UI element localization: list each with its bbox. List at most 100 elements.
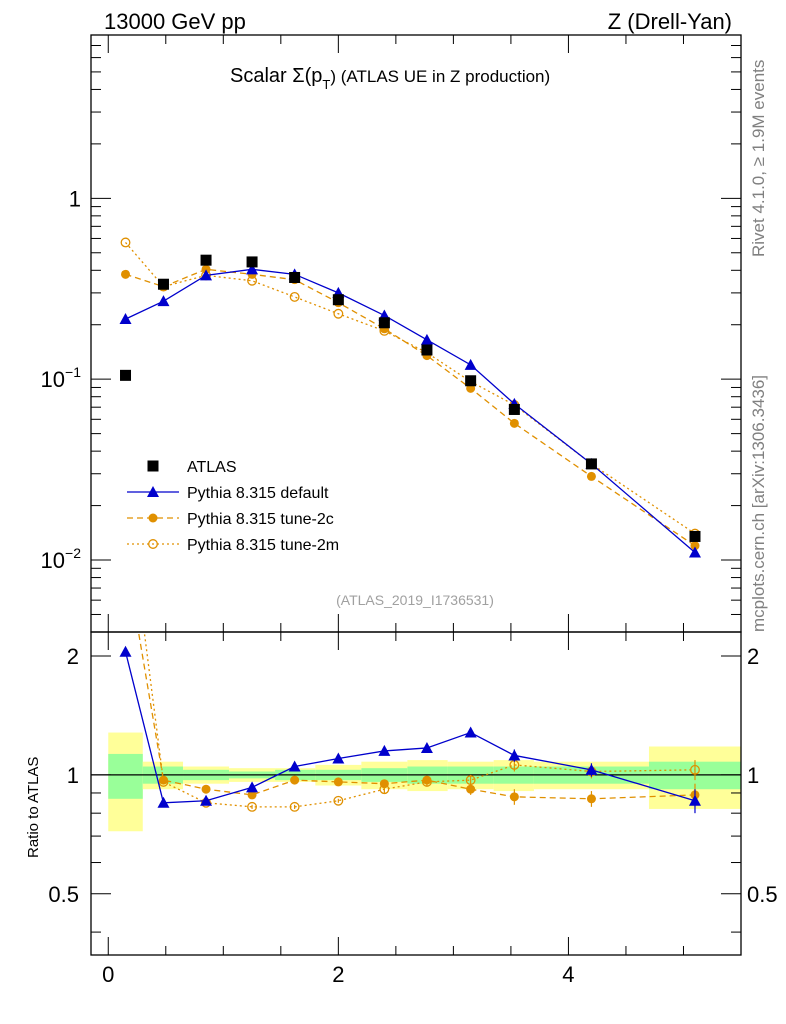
ratio-ylabel: Ratio to ATLAS	[25, 757, 42, 858]
rivet-label: Rivet 4.1.0, ≥ 1.9M events	[749, 60, 768, 257]
marker-circle	[422, 775, 432, 785]
ratio-line	[143, 632, 695, 808]
marker-open-circle	[333, 308, 344, 319]
marker-triangle	[464, 358, 477, 370]
series-line	[125, 242, 696, 535]
ratio-line	[124, 651, 696, 804]
y-tick-label-exp: −2	[65, 545, 81, 561]
marker-open-circle	[148, 539, 158, 549]
legend-item: ATLAS	[147, 459, 237, 476]
marker-circle	[466, 784, 476, 794]
ratio-plot	[119, 481, 701, 814]
marker-square	[332, 294, 344, 306]
legend-item: Pythia 8.315 default	[127, 485, 329, 502]
y-tick-label-exp: −1	[65, 364, 81, 380]
y-tick-label: 10−2	[41, 545, 82, 573]
marker-square	[465, 375, 477, 387]
marker-triangle	[585, 763, 598, 775]
marker-square	[246, 256, 258, 268]
marker-triangle	[420, 333, 433, 345]
marker-triangle	[288, 760, 301, 772]
legend-item: Pythia 8.315 tune-2c	[127, 511, 334, 528]
marker-triangle	[246, 781, 259, 793]
marker-triangle	[119, 313, 132, 325]
marker-circle	[121, 269, 131, 279]
marker-circle	[509, 792, 519, 802]
legend-label: ATLAS	[187, 459, 237, 476]
marker-triangle	[147, 486, 159, 497]
legend: ATLAS Pythia 8.315 default Pythia 8.315 tu…	[127, 459, 339, 554]
ratio-panel: 0 2 4 2 2 1 1 0.5 0.5	[48, 35, 778, 987]
marker-square	[289, 271, 301, 283]
marker-triangle	[508, 749, 521, 761]
legend-label: Pythia 8.315 tune-2m	[187, 537, 339, 554]
ratio-tick-label: 1	[67, 763, 79, 788]
header-left: 13000 GeV pp	[104, 9, 246, 34]
chart-title-prefix: Scalar Σ(p	[230, 65, 322, 87]
main-panel: 110−110−2	[41, 34, 742, 633]
x-tick-label: 4	[562, 962, 574, 987]
marker-square	[421, 344, 433, 356]
marker-triangle	[420, 741, 433, 753]
legend-label: Pythia 8.315 tune-2c	[187, 511, 334, 528]
ratio-tick-label: 2	[67, 644, 79, 669]
marker-triangle	[378, 744, 391, 756]
marker-triangle	[332, 752, 345, 764]
header-right: Z (Drell-Yan)	[608, 9, 732, 34]
marker-circle	[148, 513, 158, 523]
marker-triangle	[119, 645, 132, 657]
marker-triangle	[688, 546, 701, 558]
ratio-frame	[90, 631, 742, 956]
series-pythia-8-315-tune-2c	[121, 264, 700, 551]
marker-square	[200, 254, 212, 266]
marker-circle	[509, 418, 519, 428]
marker-circle	[158, 775, 168, 785]
ratio-ticks	[91, 655, 741, 933]
y-tick-label-base: 10	[41, 548, 65, 573]
marker-triangle	[200, 269, 213, 281]
marker-triangle	[688, 794, 701, 806]
ratio-series-pythia-8-315-tune-2c	[121, 551, 700, 807]
ratio-tick-label-right: 0.5	[747, 882, 778, 907]
marker-circle	[586, 794, 596, 804]
marker-triangle	[464, 726, 477, 738]
x-tick-label: 2	[332, 962, 344, 987]
marker-square	[147, 460, 159, 472]
marker-circle	[201, 264, 211, 274]
main-ticks	[91, 34, 741, 633]
marker-open-circle	[121, 481, 130, 490]
marker-open-circle	[247, 801, 258, 812]
marker-triangle	[157, 295, 170, 307]
chart-title-suffix: ) (ATLAS UE in Z production)	[330, 67, 550, 86]
band-inner	[108, 753, 143, 799]
marker-square	[585, 458, 597, 470]
series-line	[125, 268, 696, 547]
marker-circle	[121, 551, 130, 560]
ratio-line	[137, 632, 696, 800]
chart-title: Scalar Σ(pT) (ATLAS UE in Z production)	[230, 65, 550, 92]
marker-circle	[290, 775, 300, 785]
y-tick-label: 10−1	[41, 364, 82, 392]
y-tick-label-base: 10	[41, 367, 65, 392]
legend-label: Pythia 8.315 default	[187, 485, 329, 502]
y-tick-label: 1	[69, 186, 81, 211]
marker-triangle	[200, 794, 213, 806]
marker-circle	[201, 784, 211, 794]
main-plot	[119, 237, 701, 558]
marker-circle	[690, 541, 700, 551]
marker-circle	[379, 779, 389, 789]
marker-square	[689, 530, 701, 542]
legend-item: Pythia 8.315 tune-2m	[127, 537, 339, 554]
ratio-tick-label-right: 2	[747, 644, 759, 669]
marker-circle	[247, 790, 257, 800]
mcplots-label: mcplots.cern.ch [arXiv:1306.3436]	[749, 375, 768, 632]
marker-triangle	[157, 796, 170, 808]
x-ticks	[107, 35, 742, 955]
marker-circle	[333, 777, 343, 787]
marker-triangle	[246, 263, 259, 275]
chart-title-sub: T	[322, 77, 330, 92]
marker-open-circle	[289, 801, 300, 812]
marker-square	[157, 278, 169, 290]
ratio-series-pythia-8-315-default	[119, 645, 701, 814]
